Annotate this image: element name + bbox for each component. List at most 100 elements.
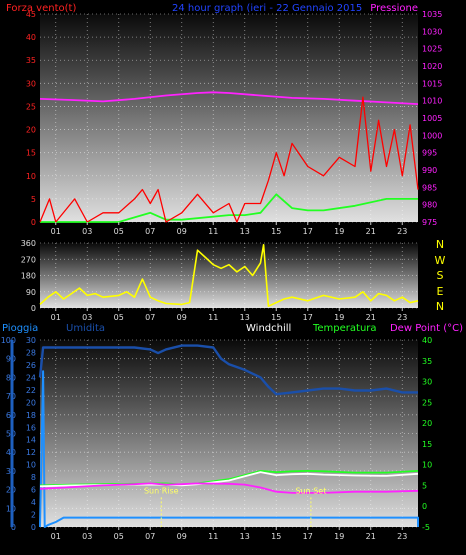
rain-tick-label: 8 bbox=[31, 473, 36, 482]
tick-labels: 01 03 05 07 09 11 13 15 17 19 21 230510152025303540… bbox=[26, 10, 443, 236]
x-tick-label: 09 bbox=[177, 532, 187, 541]
right-tick-label: 1010 bbox=[422, 97, 442, 106]
rain-tick-label: 0 bbox=[31, 523, 36, 532]
plot-area bbox=[40, 14, 418, 222]
rain-tick-label: 30 bbox=[26, 336, 36, 345]
compass-label-e: E bbox=[437, 285, 444, 298]
annotations: Sun Rise Sun Set bbox=[144, 486, 326, 527]
x-tick-label: 07 bbox=[145, 532, 155, 541]
temp-tick-label: 25 bbox=[422, 398, 432, 407]
series-wind_avg bbox=[40, 193, 418, 223]
rain-tick-label: 22 bbox=[26, 386, 36, 395]
left-tick-label: 25 bbox=[26, 102, 36, 111]
right-tick-label: 1005 bbox=[422, 114, 442, 123]
series-rain bbox=[39, 370, 419, 528]
y-tick-label: 180 bbox=[21, 272, 36, 281]
compass-labels: N W S E N bbox=[435, 238, 446, 313]
x-tick-label: 01 bbox=[51, 532, 61, 541]
series-pressure bbox=[39, 91, 419, 105]
right-tick-label: 1025 bbox=[422, 45, 442, 54]
series-layer bbox=[39, 244, 419, 308]
x-tick-label: 11 bbox=[208, 532, 218, 541]
series-dewpoint bbox=[39, 482, 419, 494]
temp-tick-label: 15 bbox=[422, 440, 432, 449]
rain-tick-label: 14 bbox=[26, 436, 36, 445]
x-tick-label: 11 bbox=[208, 227, 218, 236]
wind-pressure-chart: 01 03 05 07 09 11 13 15 17 19 21 230510152025303540… bbox=[6, 3, 442, 236]
series-layer bbox=[39, 91, 419, 223]
x-tick-label: 21 bbox=[366, 532, 376, 541]
series-wind_gust bbox=[39, 96, 419, 223]
rain-tick-label: 18 bbox=[26, 411, 36, 420]
left-tick-label: 40 bbox=[26, 33, 36, 42]
rain-tick-label: 28 bbox=[26, 348, 36, 357]
right-tick-label: 985 bbox=[422, 183, 437, 192]
x-tick-label: 01 bbox=[51, 313, 61, 322]
right-tick-label: 1020 bbox=[422, 62, 442, 71]
x-tick-label: 05 bbox=[114, 227, 124, 236]
temp-tick-label: 5 bbox=[422, 481, 427, 490]
chart-title: 24 hour graph (ieri - 22 Gennaio 2015 bbox=[172, 3, 362, 14]
left-tick-label: 10 bbox=[26, 172, 36, 181]
annotation-label: Sun Set bbox=[295, 486, 326, 495]
x-tick-label: 17 bbox=[303, 227, 313, 236]
humidity-tick-label: 0 bbox=[11, 523, 16, 532]
x-tick-label: 05 bbox=[114, 313, 124, 322]
left-tick-label: 45 bbox=[26, 10, 36, 19]
left-tick-label: 15 bbox=[26, 149, 36, 158]
temp-tick-label: -5 bbox=[422, 523, 430, 532]
temp-tick-label: 35 bbox=[422, 357, 432, 366]
x-tick-label: 13 bbox=[240, 532, 250, 541]
windchill-label: Windchill bbox=[246, 323, 291, 334]
x-tick-label: 17 bbox=[303, 313, 313, 322]
right-tick-label: 975 bbox=[422, 218, 437, 227]
right-tick-label: 980 bbox=[422, 201, 437, 210]
tick-labels: 0103050709111315171921230102030405060708… bbox=[1, 336, 432, 541]
x-tick-label: 19 bbox=[334, 313, 344, 322]
grid bbox=[40, 242, 418, 309]
x-tick-label: 23 bbox=[397, 313, 407, 322]
right-tick-label: 1030 bbox=[422, 27, 442, 36]
tick-labels: 01 03 05 07 09 11 13 15 17 19 21 23 0 90 180 270 360 bbox=[21, 239, 408, 322]
left-tick-label: 5 bbox=[31, 195, 36, 204]
rain-tick-label: 4 bbox=[31, 498, 36, 507]
compass-label-n1: N bbox=[436, 238, 444, 251]
y-tick-label: 360 bbox=[21, 239, 36, 248]
left-tick-label: 30 bbox=[26, 79, 36, 88]
left-tick-label: 35 bbox=[26, 56, 36, 65]
plot-area bbox=[40, 340, 418, 527]
right-tick-label: 1035 bbox=[422, 10, 442, 19]
rain-tick-label: 2 bbox=[31, 511, 36, 520]
x-tick-label: 09 bbox=[177, 313, 187, 322]
wind-direction-chart: 01 03 05 07 09 11 13 15 17 19 21 23 0 90 180 270 360 N W… bbox=[21, 238, 446, 322]
compass-label-n2: N bbox=[436, 300, 444, 313]
x-tick-label: 09 bbox=[177, 227, 187, 236]
annotation-label: Sun Rise bbox=[144, 486, 179, 495]
x-tick-label: 05 bbox=[114, 532, 124, 541]
dewpoint-label: Dew Point (°C) bbox=[390, 323, 463, 334]
humidity-tick-label: 100 bbox=[1, 336, 16, 345]
x-tick-label: 13 bbox=[240, 313, 250, 322]
rain-tick-label: 6 bbox=[31, 486, 36, 495]
series-humidity bbox=[38, 344, 418, 396]
y-tick-label: 0 bbox=[31, 304, 36, 313]
right-tick-label: 995 bbox=[422, 149, 437, 158]
left-tick-label: 20 bbox=[26, 126, 36, 135]
x-tick-label: 23 bbox=[397, 227, 407, 236]
grid bbox=[40, 13, 418, 223]
left-axis-label: Forza vento(t) bbox=[6, 3, 76, 14]
x-tick-label: 11 bbox=[208, 313, 218, 322]
x-tick-label: 01 bbox=[51, 227, 61, 236]
right-axis-label: Pressione bbox=[370, 3, 418, 14]
humidity-label: Umidita bbox=[66, 323, 105, 334]
rain-tick-label: 26 bbox=[26, 361, 36, 370]
x-tick-label: 21 bbox=[366, 313, 376, 322]
temp-tick-label: 0 bbox=[422, 502, 427, 511]
x-tick-label: 03 bbox=[82, 532, 92, 541]
compass-label-w: W bbox=[435, 254, 446, 267]
x-tick-label: 19 bbox=[334, 532, 344, 541]
right-tick-label: 1015 bbox=[422, 79, 442, 88]
rain-tick-label: 10 bbox=[26, 461, 36, 470]
right-tick-label: 1000 bbox=[422, 131, 442, 140]
